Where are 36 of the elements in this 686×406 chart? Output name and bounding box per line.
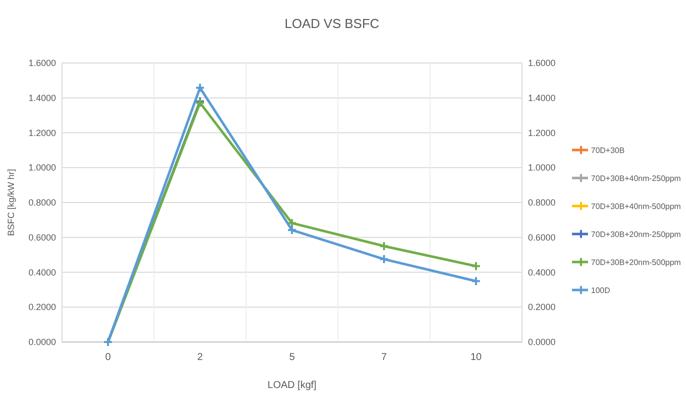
y2-tick-label: 1.0000 — [528, 162, 556, 173]
y-tick-label: 1.2000 — [28, 128, 56, 138]
y2-tick-label: 0.8000 — [528, 198, 556, 208]
y2-tick-label: 0.6000 — [528, 232, 556, 242]
y2-tick-label: 1.2000 — [528, 128, 556, 138]
x-tick-label: 0 — [105, 352, 112, 363]
x-tick-label: 2 — [197, 352, 204, 363]
y-tick-label: 1.0000 — [28, 162, 56, 173]
legend-label: 70D+30B+20nm-250ppm — [591, 230, 682, 239]
y-tick-label: 0.2000 — [28, 302, 56, 312]
legend-label: 70D+30B+20nm-500ppm — [591, 258, 682, 267]
y-tick-label: 1.4000 — [28, 92, 56, 103]
y-axis-title: BSFC [kg/kW hr] — [6, 168, 16, 236]
y2-tick-label: 1.6000 — [528, 58, 556, 68]
x-tick-label: 7 — [381, 352, 388, 363]
y2-tick-label: 0.2000 — [528, 302, 556, 312]
y2-tick-label: 0.0000 — [528, 337, 556, 347]
x-tick-label: 10 — [470, 352, 482, 363]
legend-label: 70D+30B — [591, 146, 625, 155]
point — [379, 241, 389, 252]
point — [195, 82, 205, 93]
y-tick-label: 0.8000 — [28, 198, 56, 208]
x-axis-title: LOAD [kgf] — [268, 380, 317, 391]
x-tick-label: 5 — [289, 352, 296, 363]
y-tick-label: 0.6000 — [28, 232, 56, 242]
legend-label: 70D+30B+40nm-250ppm — [591, 174, 682, 183]
y-tick-label: 1.6000 — [28, 58, 56, 68]
y2-tick-label: 1.4000 — [528, 92, 556, 103]
y-tick-label: 0.0000 — [28, 337, 56, 347]
y2-tick-label: 0.4000 — [528, 267, 556, 278]
legend-label: 100D — [591, 286, 610, 295]
y-tick-label: 0.4000 — [28, 267, 56, 278]
point — [287, 225, 297, 236]
point — [379, 254, 389, 264]
chart-title: LOAD VS BSFC — [284, 16, 380, 31]
legend-label: 70D+30B+40nm-500ppm — [591, 202, 682, 211]
